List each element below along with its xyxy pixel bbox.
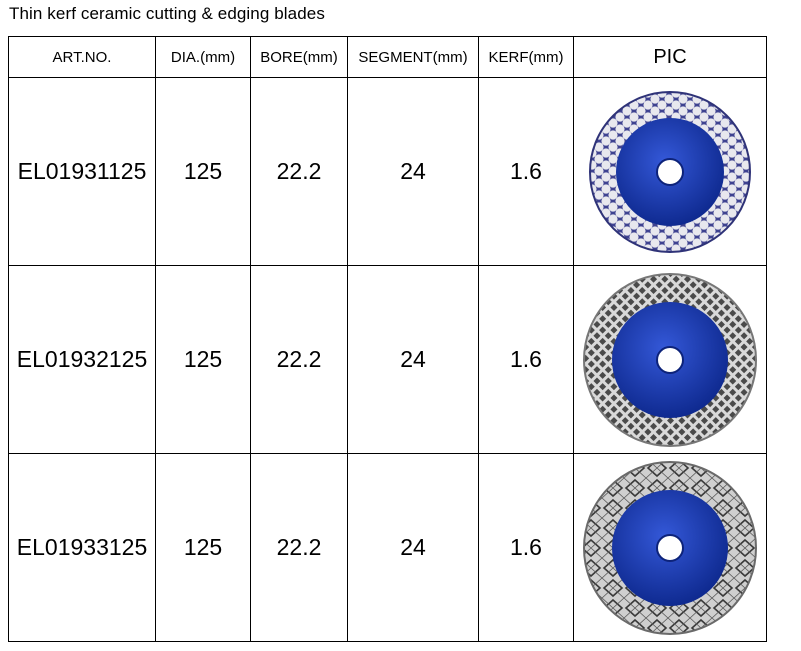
kerf-cell: 1.6 bbox=[478, 453, 574, 642]
segment-cell: 24 bbox=[347, 265, 479, 454]
segment-cell: 24 bbox=[347, 77, 479, 266]
art-no-cell: EL01932125 bbox=[8, 265, 156, 454]
header-dia: DIA.(mm) bbox=[155, 36, 251, 78]
header-bore: BORE(mm) bbox=[250, 36, 348, 78]
pic-cell bbox=[573, 77, 767, 266]
kerf-cell: 1.6 bbox=[478, 77, 574, 266]
bore-cell: 22.2 bbox=[250, 453, 348, 642]
pic-cell bbox=[573, 453, 767, 642]
header-kerf: KERF(mm) bbox=[478, 36, 574, 78]
dia-cell: 125 bbox=[155, 453, 251, 642]
header-segment: SEGMENT(mm) bbox=[347, 36, 479, 78]
table-row: EL01933125 125 22.2 24 1.6 bbox=[8, 453, 767, 642]
art-no-cell: EL01933125 bbox=[8, 453, 156, 642]
kerf-cell: 1.6 bbox=[478, 265, 574, 454]
blade-hexagon-segment-icon bbox=[589, 90, 751, 253]
spec-table: ART.NO. DIA.(mm) BORE(mm) SEGMENT(mm) KE… bbox=[8, 36, 767, 642]
dia-cell: 125 bbox=[155, 265, 251, 454]
header-art-no: ART.NO. bbox=[8, 36, 156, 78]
blade-mesh-turbo-icon bbox=[583, 272, 757, 447]
pic-cell bbox=[573, 265, 767, 454]
blade-star-pattern-icon bbox=[583, 460, 757, 635]
bore-cell: 22.2 bbox=[250, 265, 348, 454]
segment-cell: 24 bbox=[347, 453, 479, 642]
table-row: EL01931125 125 22.2 24 1.6 bbox=[8, 77, 767, 266]
page-title: Thin kerf ceramic cutting & edging blade… bbox=[9, 4, 325, 23]
header-row: ART.NO. DIA.(mm) BORE(mm) SEGMENT(mm) KE… bbox=[8, 36, 767, 78]
table-row: EL01932125 125 22.2 24 1.6 bbox=[8, 265, 767, 454]
bore-cell: 22.2 bbox=[250, 77, 348, 266]
dia-cell: 125 bbox=[155, 77, 251, 266]
art-no-cell: EL01931125 bbox=[8, 77, 156, 266]
header-pic: PIC bbox=[573, 36, 767, 78]
